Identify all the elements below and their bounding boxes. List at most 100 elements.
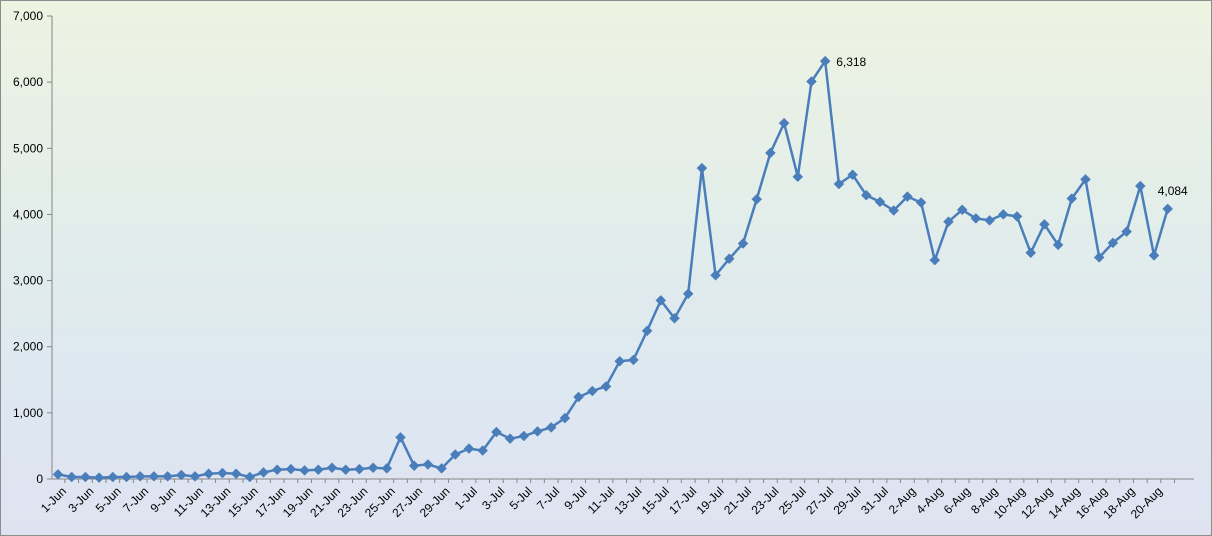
x-tick-label: 7-Jun (120, 484, 151, 515)
x-tick-label: 19-Jun (280, 484, 316, 520)
y-tick-label: 0 (36, 472, 43, 486)
data-point (285, 463, 297, 475)
data-point (299, 465, 310, 476)
data-point (929, 254, 941, 266)
y-tick-label: 1,000 (13, 406, 43, 420)
data-point (1039, 218, 1050, 230)
data-point (354, 463, 365, 475)
x-tick-label: 13-Jun (198, 484, 234, 520)
data-point (230, 468, 242, 480)
data-point (381, 463, 393, 474)
data-point (573, 391, 584, 403)
data-point (217, 467, 228, 479)
x-tick-label: 17-Jul (666, 484, 699, 517)
x-tick-label: 21-Jul (721, 484, 754, 517)
data-point (148, 471, 160, 482)
data-point (751, 193, 763, 205)
data-point (162, 471, 173, 482)
data-point (723, 253, 735, 265)
data-point (80, 471, 91, 483)
data-point (600, 381, 612, 392)
data-point (93, 472, 105, 484)
data-point (367, 462, 379, 474)
x-tick-label: 25-Jul (776, 484, 809, 517)
data-point (1148, 250, 1160, 261)
y-tick-label: 2,000 (13, 340, 43, 354)
x-tick-label: 20-Aug (1128, 484, 1165, 521)
x-tick-label: 2-Aug (886, 484, 919, 517)
data-point (1052, 239, 1064, 251)
data-point (395, 431, 406, 443)
data-point (888, 205, 900, 216)
data-point (189, 471, 201, 482)
data-point (696, 162, 708, 174)
data-point (1093, 252, 1105, 263)
data-point (1162, 203, 1174, 215)
x-tick-label: 15-Jun (225, 484, 261, 520)
data-point (52, 469, 64, 480)
x-tick-label: 25-Jun (362, 484, 398, 520)
data-point (532, 426, 543, 437)
x-tick-label: 17-Jun (252, 484, 288, 520)
x-tick-label: 3-Jul (479, 484, 507, 512)
x-tick-label: 19-Jul (694, 484, 727, 517)
data-point (175, 469, 187, 481)
y-tick-label: 4,000 (13, 207, 43, 221)
data-point (107, 471, 119, 483)
data-point (436, 463, 447, 474)
data-point (984, 215, 995, 226)
data-point (956, 204, 968, 216)
data-point (203, 468, 215, 480)
data-point (518, 430, 530, 442)
x-tick-label: 5-Jul (507, 484, 535, 512)
data-point (792, 171, 804, 183)
data-point (833, 178, 845, 190)
x-tick-label: 29-Jul (831, 484, 864, 517)
x-tick-label: 23-Jul (748, 484, 781, 517)
data-point (970, 213, 982, 224)
x-tick-label: 31-Jul (858, 484, 891, 517)
y-tick-label: 3,000 (13, 274, 43, 288)
data-point (121, 471, 132, 483)
data-point (491, 426, 502, 438)
x-tick-label: 27-Jul (803, 484, 836, 517)
data-point (1080, 174, 1091, 185)
data-point (312, 464, 324, 476)
data-point (655, 295, 667, 306)
data-point (463, 443, 475, 454)
data-point (614, 355, 626, 367)
data-point (915, 197, 927, 208)
data-point (340, 464, 352, 476)
x-tick-label: 21-Jun (307, 484, 343, 520)
data-point (244, 471, 256, 483)
data-point (1025, 247, 1037, 259)
y-tick-label: 7,000 (13, 9, 43, 23)
data-label: 4,084 (1158, 184, 1188, 198)
data-point (710, 269, 721, 281)
data-labels: 6,318 4,084 (836, 55, 1188, 198)
data-point (326, 462, 338, 474)
data-label: 6,318 (836, 55, 866, 69)
data-point (860, 189, 872, 201)
y-tick-labels: 0 1,000 2,000 3,000 4,000 5,000 6,000 7,000 (13, 9, 43, 486)
data-point (682, 288, 694, 300)
x-tick-label: 23-Jun (335, 484, 371, 520)
x-tick-label: 6-Aug (941, 484, 974, 517)
data-point (422, 459, 434, 470)
x-tick-label: 1-Jul (452, 484, 480, 512)
axes (47, 15, 1194, 483)
data-point (1107, 237, 1119, 249)
x-tick-label: 1-Jun (38, 484, 69, 515)
data-point (737, 238, 749, 249)
data-point (449, 449, 461, 460)
x-tick-label: 13-Jul (611, 484, 644, 517)
series-markers (52, 55, 1174, 484)
x-tick-label: 29-Jun (417, 484, 453, 520)
data-point (641, 325, 653, 337)
data-point (559, 412, 571, 424)
x-tick-label: 4-Aug (913, 484, 946, 517)
data-point (943, 216, 954, 228)
data-point (1134, 180, 1146, 192)
y-tick-label: 5,000 (13, 141, 43, 155)
